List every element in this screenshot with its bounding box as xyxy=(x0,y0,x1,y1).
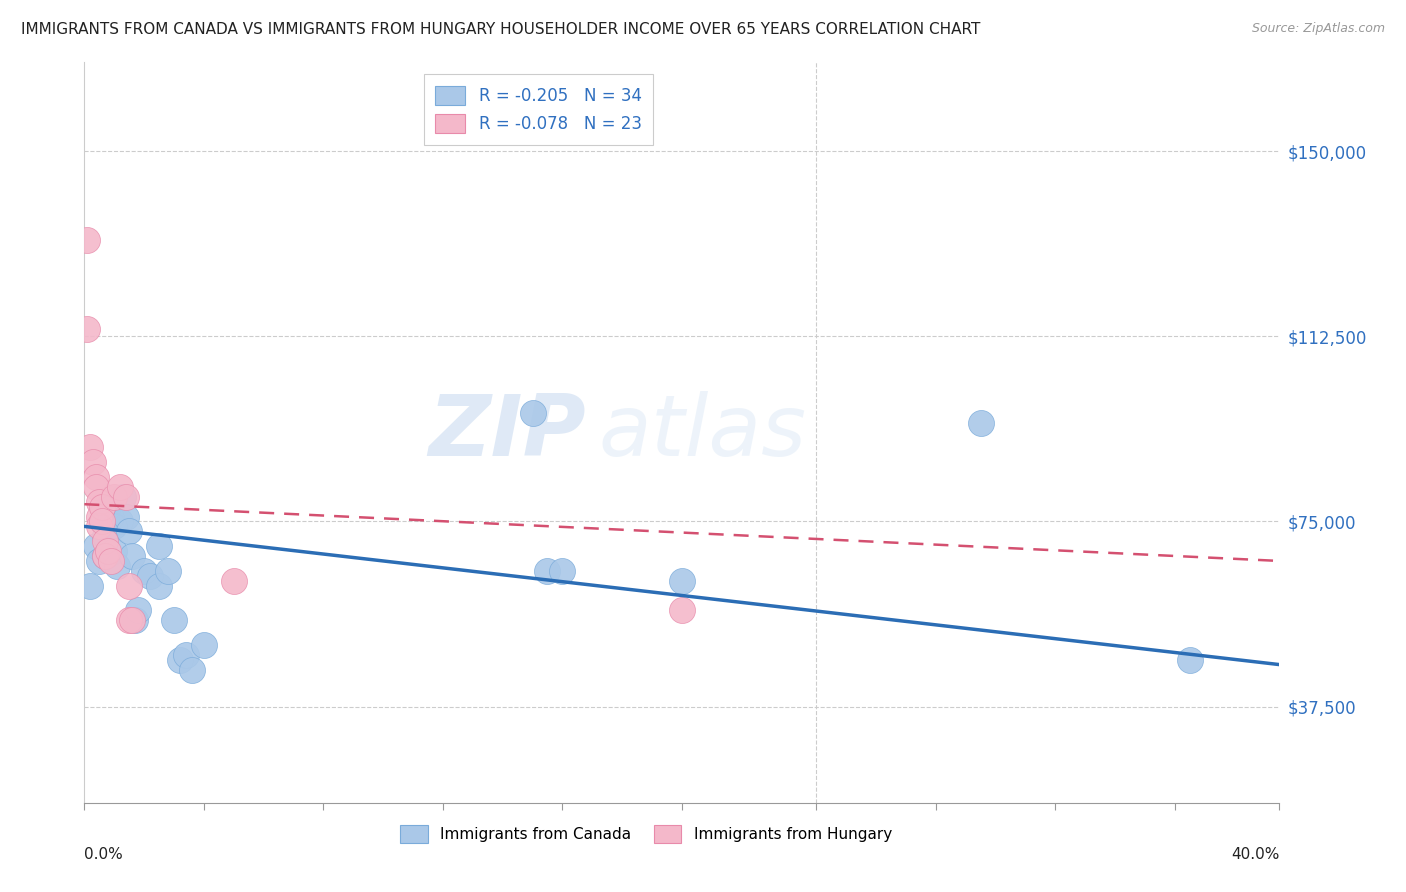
Point xyxy=(86,539,108,553)
Point xyxy=(118,579,141,593)
Text: 40.0%: 40.0% xyxy=(1232,847,1279,863)
Point xyxy=(103,519,125,533)
Point xyxy=(91,515,114,529)
Point xyxy=(222,574,245,588)
Point xyxy=(105,558,128,573)
Point xyxy=(671,574,693,588)
Point xyxy=(536,564,558,578)
Point xyxy=(132,564,156,578)
Point xyxy=(169,653,191,667)
Point xyxy=(89,494,111,508)
Point xyxy=(97,500,120,514)
Point xyxy=(82,455,104,469)
Point xyxy=(551,564,574,578)
Point xyxy=(148,579,170,593)
Point xyxy=(124,613,146,627)
Point xyxy=(112,490,135,504)
Point xyxy=(86,470,108,484)
Point xyxy=(121,613,143,627)
Point xyxy=(970,416,993,430)
Point xyxy=(163,613,186,627)
Point xyxy=(148,539,170,553)
Point xyxy=(118,524,141,539)
Point xyxy=(522,406,544,420)
Point xyxy=(100,509,122,524)
Point xyxy=(91,500,114,514)
Point xyxy=(94,549,117,563)
Point xyxy=(86,480,108,494)
Point xyxy=(94,549,117,563)
Point xyxy=(103,544,125,558)
Point xyxy=(118,613,141,627)
Point xyxy=(1178,653,1201,667)
Point xyxy=(89,509,111,524)
Point xyxy=(97,544,120,558)
Point xyxy=(193,638,215,652)
Point xyxy=(89,554,111,568)
Point xyxy=(79,579,101,593)
Point xyxy=(157,564,180,578)
Point xyxy=(121,549,143,563)
Point xyxy=(174,648,197,662)
Point xyxy=(76,322,98,336)
Point xyxy=(103,490,125,504)
Point xyxy=(139,568,162,582)
Text: ZIP: ZIP xyxy=(429,391,586,475)
Point xyxy=(110,515,132,529)
Point xyxy=(127,603,149,617)
Text: atlas: atlas xyxy=(599,391,806,475)
Point xyxy=(94,534,117,549)
Point xyxy=(79,441,101,455)
Legend: Immigrants from Canada, Immigrants from Hungary: Immigrants from Canada, Immigrants from … xyxy=(392,818,900,851)
Text: 0.0%: 0.0% xyxy=(84,847,124,863)
Point xyxy=(671,603,693,617)
Point xyxy=(91,515,114,529)
Point xyxy=(115,509,138,524)
Point xyxy=(181,663,204,677)
Point xyxy=(110,480,132,494)
Point xyxy=(94,529,117,543)
Text: IMMIGRANTS FROM CANADA VS IMMIGRANTS FROM HUNGARY HOUSEHOLDER INCOME OVER 65 YEA: IMMIGRANTS FROM CANADA VS IMMIGRANTS FRO… xyxy=(21,22,980,37)
Point xyxy=(76,233,98,247)
Point xyxy=(89,519,111,533)
Point xyxy=(115,490,138,504)
Point xyxy=(100,554,122,568)
Text: Source: ZipAtlas.com: Source: ZipAtlas.com xyxy=(1251,22,1385,36)
